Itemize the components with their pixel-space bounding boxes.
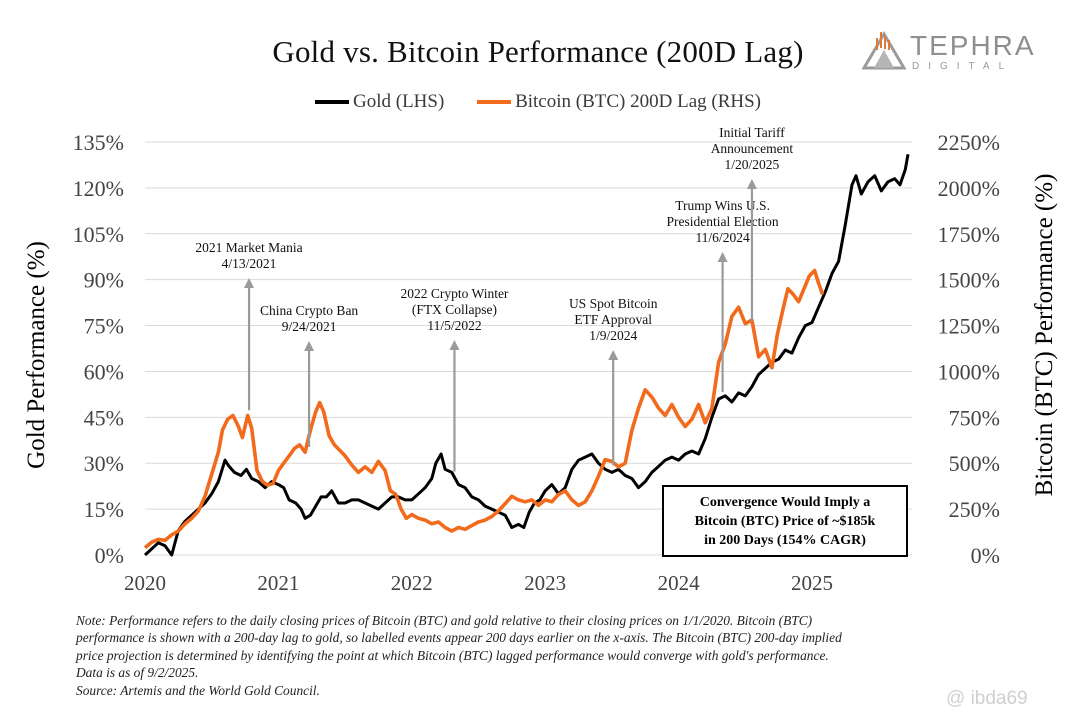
y-right-tick-label: 1500% [938, 268, 1000, 293]
x-tick-label: 2023 [524, 571, 566, 595]
annotation-arrow-head [608, 350, 619, 360]
y-axis-left-ticks: 0% 15% 30% 45% 60% 75% 90% 105% 120% 135% [73, 130, 124, 568]
y-left-tick-label: 105% [73, 222, 124, 247]
series-lines [143, 153, 910, 557]
annotation-text: 2022 Crypto Winter [400, 286, 508, 301]
annotation-text: China Crypto Ban [260, 303, 358, 318]
y-left-tick-label: 30% [84, 451, 124, 476]
x-tick-label: 2024 [658, 571, 701, 595]
y-left-tick-label: 0% [95, 543, 124, 568]
chart-legend: Gold (LHS) Bitcoin (BTC) 200D Lag (RHS) [0, 88, 1076, 113]
legend-item-gold: Gold (LHS) [315, 91, 444, 113]
annotation-text: 1/20/2025 [725, 157, 780, 172]
footnote-line: Data is as of 9/2/2025. [76, 665, 199, 681]
legend-label-gold: Gold (LHS) [353, 91, 445, 112]
logo-subtitle: DIGITAL [912, 61, 1014, 72]
annotation-text: 4/13/2021 [222, 256, 277, 271]
annotation-arrow-head [244, 278, 255, 288]
y-right-tick-label: 500% [949, 451, 1000, 476]
legend-swatch-bitcoin [477, 100, 512, 104]
legend-label-bitcoin: Bitcoin (BTC) 200D Lag (RHS) [515, 91, 761, 112]
annotation-text: 9/24/2021 [282, 319, 337, 334]
callout-line-1: Convergence Would Imply a [700, 495, 870, 510]
watermark: @ ibda69 [946, 688, 1028, 709]
y-left-tick-label: 15% [84, 497, 124, 522]
x-tick-label: 2021 [257, 571, 299, 595]
tephra-logo: TEPHRA DIGITAL [861, 28, 1062, 74]
footnote-line: price projection is determined by identi… [76, 647, 829, 663]
annotation-text: 2021 Market Mania [195, 240, 302, 255]
annotation-text: Announcement [711, 141, 794, 156]
footnote-line: Note: Performance refers to the daily cl… [76, 613, 813, 628]
y-left-tick-label: 45% [84, 405, 124, 430]
annotation-text: Presidential Election [667, 214, 779, 229]
y-left-tick-label: 60% [84, 359, 124, 384]
legend-item-bitcoin: Bitcoin (BTC) 200D Lag (RHS) [477, 91, 761, 113]
logo-wordmark: TEPHRA [910, 30, 1036, 61]
annotation-text: ETF Approval [574, 312, 652, 327]
annotation-text: US Spot Bitcoin [569, 296, 658, 311]
y-axis-right-ticks: 0% 250% 500% 750% 1000% 1250% 1500% 1750% 2000% 2… [938, 130, 1000, 568]
annotation-text: (FTX Collapse) [412, 302, 497, 317]
footnote-source: Source: Artemis and the World Gold Counc… [76, 682, 320, 698]
plot-area: 0% 15% 30% 45% 60% 75% 90% 105% 120% 135% 0% 250% 5… [23, 125, 1058, 595]
y-left-tick-label: 75% [84, 314, 124, 339]
x-axis-ticks: 2020 2021 2022 2023 2024 2025 [124, 571, 833, 595]
annotation-text: 1/9/2024 [589, 328, 637, 343]
tephra-mountain-icon [861, 31, 907, 70]
annotation-text: Trump Wins U.S. [675, 198, 770, 213]
y-axis-right-label: Bitcoin (BTC) Performance (%) [1031, 174, 1058, 497]
footnote: Note: Performance refers to the daily cl… [76, 612, 1006, 699]
annotation-text: Initial Tariff [719, 125, 785, 140]
annotation-arrow-head [717, 252, 728, 262]
callout-line-3: in 200 Days (154% CAGR) [704, 533, 866, 548]
legend-swatch-gold [315, 100, 349, 104]
y-left-tick-label: 90% [84, 268, 124, 293]
callout-line-2: Bitcoin (BTC) Price of ~$185k [695, 514, 876, 529]
grid-lines [145, 141, 912, 556]
annotation-arrow-head [449, 340, 460, 350]
y-right-tick-label: 2000% [938, 176, 1000, 201]
series-line-bitcoin [143, 268, 825, 550]
y-left-tick-label: 120% [73, 176, 124, 201]
y-right-tick-label: 2250% [938, 130, 1000, 155]
y-right-tick-label: 750% [949, 405, 1000, 430]
x-tick-label: 2020 [124, 571, 166, 595]
y-left-tick-label: 135% [73, 130, 124, 155]
y-axis-left-label: Gold Performance (%) [23, 241, 50, 469]
y-right-tick-label: 1250% [938, 314, 1000, 339]
annotation-arrow-head [304, 341, 315, 351]
convergence-callout: Convergence Would Imply a Bitcoin (BTC) … [662, 485, 908, 557]
x-tick-label: 2025 [791, 571, 833, 595]
chart-title: Gold vs. Bitcoin Performance (200D Lag) [272, 34, 804, 69]
callout-box [662, 485, 908, 557]
annotation-text: 11/6/2024 [695, 230, 750, 245]
footnote-line: performance is shown with a 200-day lag … [76, 630, 842, 646]
y-right-tick-label: 1750% [938, 222, 1000, 247]
y-right-tick-label: 1000% [938, 359, 1000, 384]
y-right-tick-label: 250% [949, 497, 1000, 522]
annotation-arrow-head [746, 179, 757, 189]
x-tick-label: 2022 [391, 571, 433, 595]
annotation-text: 11/5/2022 [427, 318, 481, 333]
y-right-tick-label: 0% [971, 543, 1000, 568]
